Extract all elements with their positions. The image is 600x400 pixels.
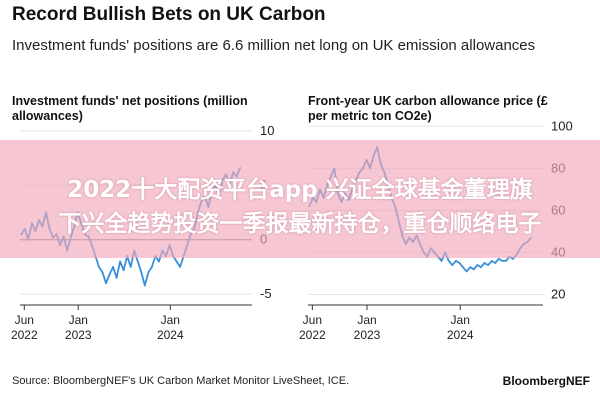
chart-title: Record Bullish Bets on UK Carbon xyxy=(12,4,326,25)
x-tick-label: Jan 2024 xyxy=(447,313,474,342)
data-point xyxy=(480,266,482,269)
data-point xyxy=(454,259,457,262)
data-point xyxy=(98,266,100,268)
x-tick-label: Jan 2023 xyxy=(65,313,92,342)
watermark-banner xyxy=(0,140,600,258)
brand-logo: BloombergNEF xyxy=(502,374,590,388)
y-tick-label: 10 xyxy=(260,123,274,138)
data-point xyxy=(472,268,475,271)
data-point xyxy=(122,269,125,272)
data-point xyxy=(175,260,178,263)
x-tick-label: Jan 2023 xyxy=(354,313,381,342)
x-tick-label: Jan 2024 xyxy=(157,313,184,342)
source-note: Source: BloombergNEF's UK Carbon Market … xyxy=(12,375,350,387)
data-point xyxy=(451,264,454,266)
data-point xyxy=(494,262,497,264)
right-panel-title: Front-year UK carbon allowance price (£ … xyxy=(308,94,548,123)
data-point xyxy=(497,257,500,260)
data-point xyxy=(158,260,160,263)
data-point xyxy=(112,266,114,268)
data-point xyxy=(105,282,107,285)
data-point xyxy=(476,264,479,266)
data-point xyxy=(136,260,139,263)
data-point xyxy=(447,259,450,262)
data-point xyxy=(129,266,132,268)
data-point xyxy=(458,262,461,264)
data-point xyxy=(108,273,111,276)
data-point xyxy=(465,270,468,273)
data-point xyxy=(101,271,104,274)
data-point xyxy=(462,266,464,269)
watermark-text-line-1: 2022十大配资平台app 兴证全球基金董理旗 xyxy=(67,177,533,203)
data-point xyxy=(469,266,472,269)
data-point xyxy=(150,266,153,268)
data-point xyxy=(440,259,443,262)
data-point xyxy=(143,284,146,287)
y-tick-label: 100 xyxy=(551,118,573,133)
watermark-text-line-2: 下兴全趋势投资一季报最新持仓，重仓顺络电子 xyxy=(58,211,542,237)
left-panel-title: Investment funds' net positions (million… xyxy=(12,94,248,123)
chart-subtitle: Investment funds' positions are 6.6 mill… xyxy=(12,37,536,54)
y-tick-label: 20 xyxy=(551,286,565,301)
data-point xyxy=(483,262,486,264)
data-point xyxy=(490,259,493,262)
data-point xyxy=(179,266,182,268)
data-point xyxy=(501,259,504,262)
x-tick-label: Jun 2022 xyxy=(11,313,38,342)
data-point xyxy=(512,257,515,260)
x-tick-label: Jun 2022 xyxy=(299,313,326,342)
data-point xyxy=(119,260,122,263)
data-point xyxy=(487,264,489,266)
data-point xyxy=(505,259,507,262)
y-tick-label: -5 xyxy=(260,286,272,301)
data-point xyxy=(115,276,118,279)
data-point xyxy=(140,271,143,274)
data-point xyxy=(147,271,150,274)
